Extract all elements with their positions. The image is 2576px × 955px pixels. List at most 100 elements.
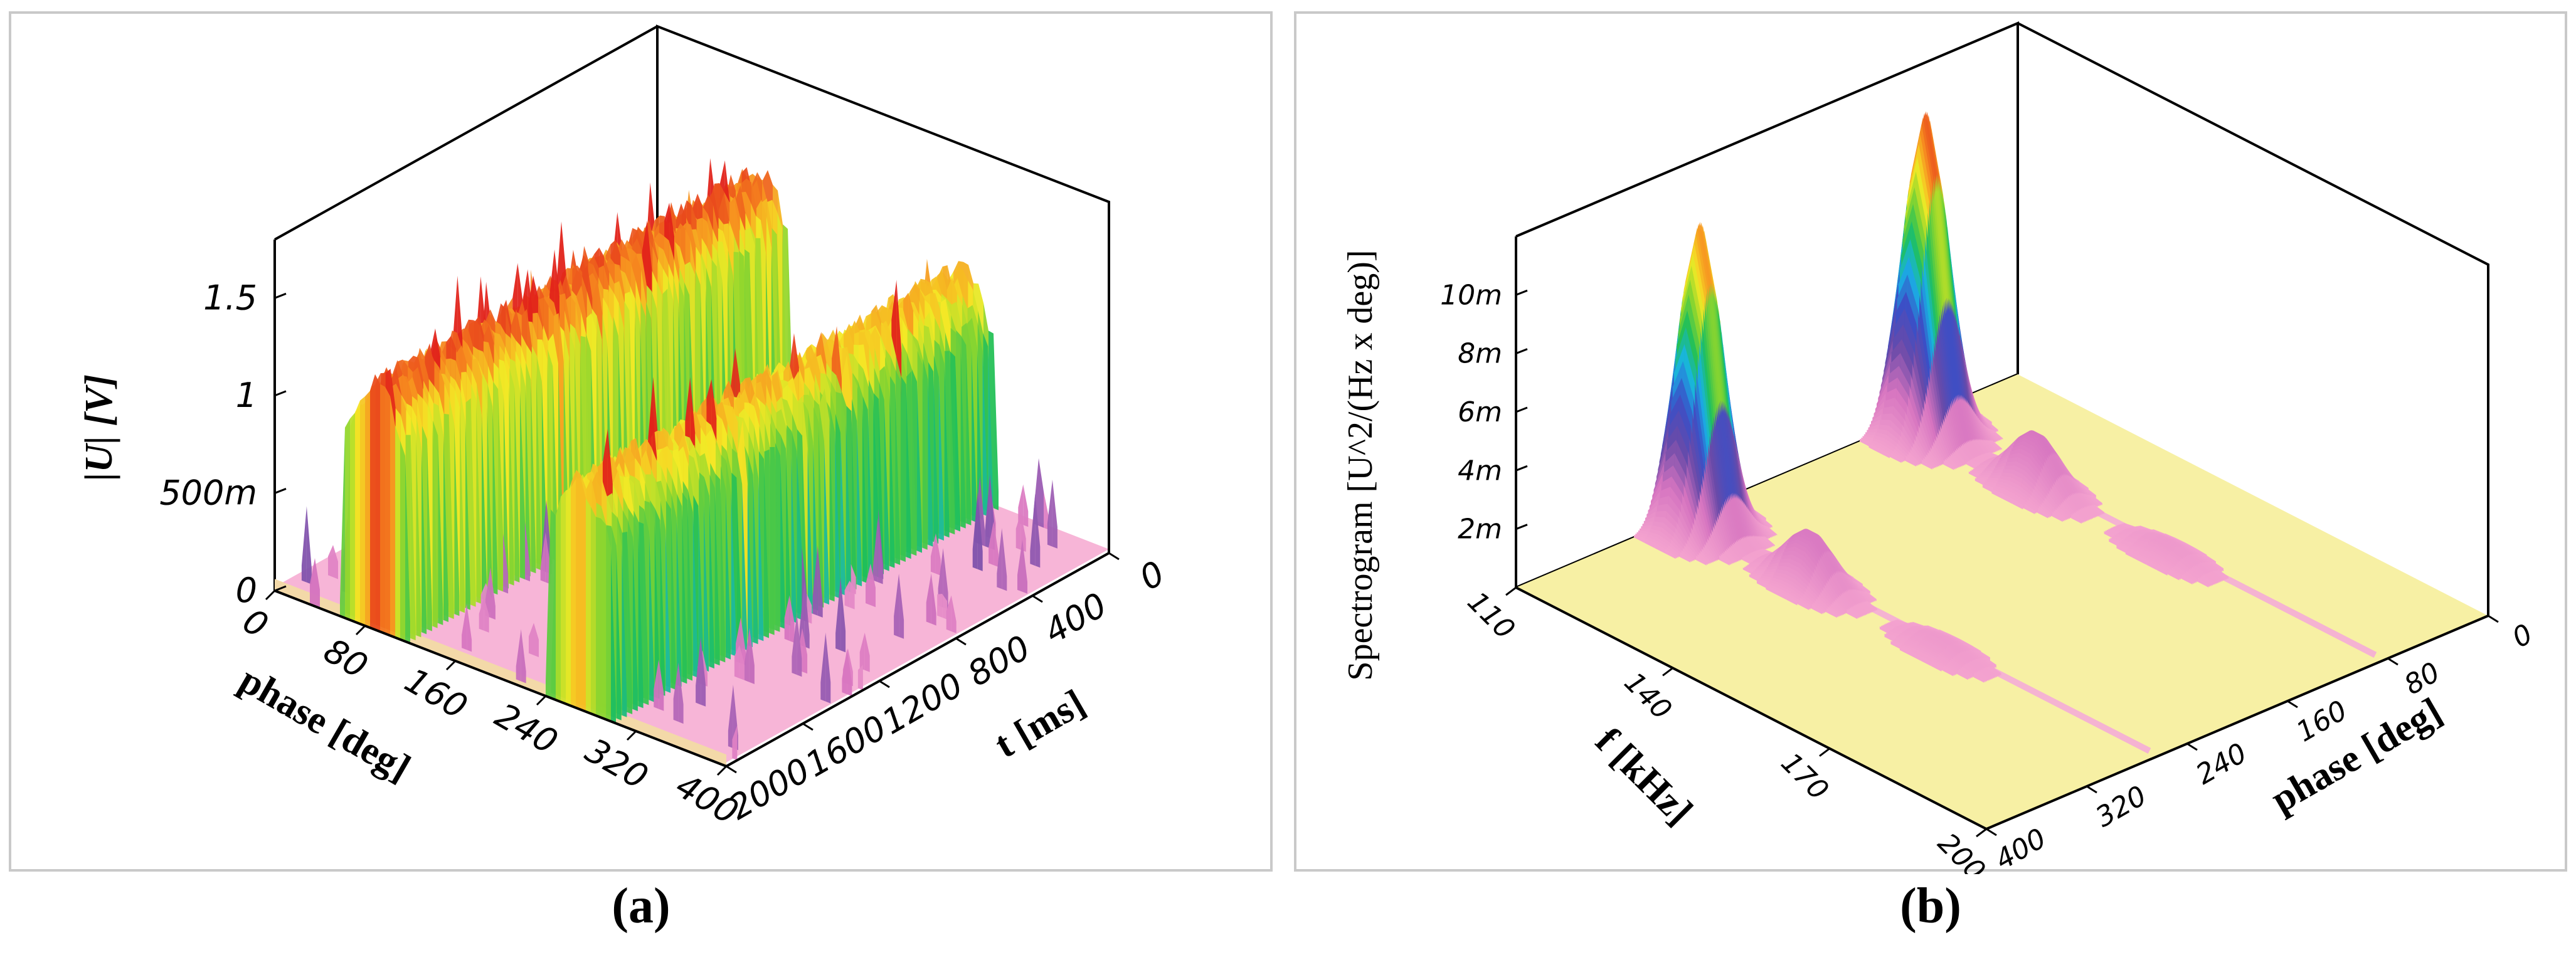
surface-strip [1992,429,2003,440]
x-tick-mark [2488,615,2499,623]
surface-strip [1931,662,1942,672]
surface-strip [525,521,530,582]
surface-strip [1952,452,1963,467]
axis-edge [274,25,658,241]
surface-strip [503,533,509,594]
surface-strip [509,386,514,586]
chart-b-canvas: 2m4m6m8m10m110140170200080160240320400Sp… [1341,21,2538,874]
surface-strip [416,435,421,638]
y-tick-mark [726,765,737,774]
x-tick-mark [265,589,276,601]
surface-strip [938,377,944,541]
surface-strip [1766,525,1778,536]
surface-strip [2136,554,2147,565]
surface-strip [606,524,611,722]
surface-strip [1879,448,1890,458]
surface-strip [611,549,616,724]
surface-strip [985,474,990,549]
y-axis-label: f [kHz] [1587,719,1701,833]
x-tick-mark [626,730,637,741]
surface-strip [1921,656,1931,667]
surface-strip [884,399,889,571]
surface-strip [531,379,536,574]
surface-strip [840,577,846,653]
surface-strip [671,509,676,690]
z-tick-label: 500m [159,473,257,512]
surface-strip [951,595,957,633]
surface-strip [709,495,714,669]
surface-strip [556,497,561,702]
surface-strip [498,389,504,592]
surface-strip [627,532,633,714]
surface-strip [989,521,994,566]
x-tick-label: 320 [579,731,655,797]
surface-strip [490,567,496,620]
surface-strip [1655,542,1665,554]
surface-strip [1022,539,1027,594]
surface-strip [660,520,665,696]
surface-strip [1665,549,1676,559]
surface-strip [1973,673,1985,683]
surface-strip [982,351,988,517]
surface-strip [899,573,904,639]
y-tick-label: 400 [1037,585,1113,652]
x-tick-mark [2387,657,2398,666]
surface-strip [900,380,906,562]
surface-strip [977,492,983,571]
surface-strip [673,662,679,722]
surface-strip [942,594,948,620]
surface-strip [692,512,698,678]
z-tick-mark [274,292,287,299]
surface-strip [802,628,808,674]
surface-strip [1682,547,1693,562]
surface-strip [1943,666,1954,677]
surface-strip [1644,538,1655,549]
surface-strip [1776,589,1787,600]
surface-strip [2156,565,2168,576]
surface-strip [2052,512,2063,522]
surface-strip [438,435,443,625]
surface-strip [784,595,790,641]
surface-strip [1924,456,1936,468]
surface-strip [857,421,862,586]
chart-a-canvas: 0500m11.50801602403204000400800120016002… [78,24,1171,832]
surface-strip [943,548,948,609]
surface-strip [1988,428,1999,441]
surface-strip [2074,512,2085,523]
z-tick-label: 0 [236,571,257,610]
surface-strip [1699,552,1710,564]
surface-strip [734,645,739,678]
surface-strip [1762,524,1773,537]
surface-strip [829,420,835,602]
surface-strip [1943,460,1954,470]
surface-strip [421,448,427,635]
surface-strip [1891,453,1902,463]
surface-strip [306,506,312,584]
surface-strip [849,581,855,609]
surface-strip [1867,600,1877,611]
surface-strip [1719,555,1730,566]
surface-strip [732,725,738,761]
surface-strip [1756,535,1767,550]
surface-strip [659,659,664,711]
x-tick-label: 320 [2091,779,2152,833]
surface-strip [859,632,865,670]
surface-strip [731,493,736,657]
surface-strip [1727,547,1739,562]
surface-strip [1044,492,1049,530]
surface-strip [906,384,911,559]
x-tick-label: 0 [2507,618,2538,654]
surface-strip [1983,439,1994,453]
surface-strip [1908,451,1919,466]
surface-strip [744,628,750,682]
surface-strip [819,421,824,608]
surface-strip [400,441,405,641]
surface-strip [1860,438,1870,447]
surface-strip [340,427,345,618]
surface-strip [791,456,797,623]
surface-strip [525,386,531,577]
surface-strip [1927,451,1938,467]
surface-strip [1039,458,1044,528]
x-tick-mark [536,695,547,706]
x-tick-mark [2287,700,2298,709]
